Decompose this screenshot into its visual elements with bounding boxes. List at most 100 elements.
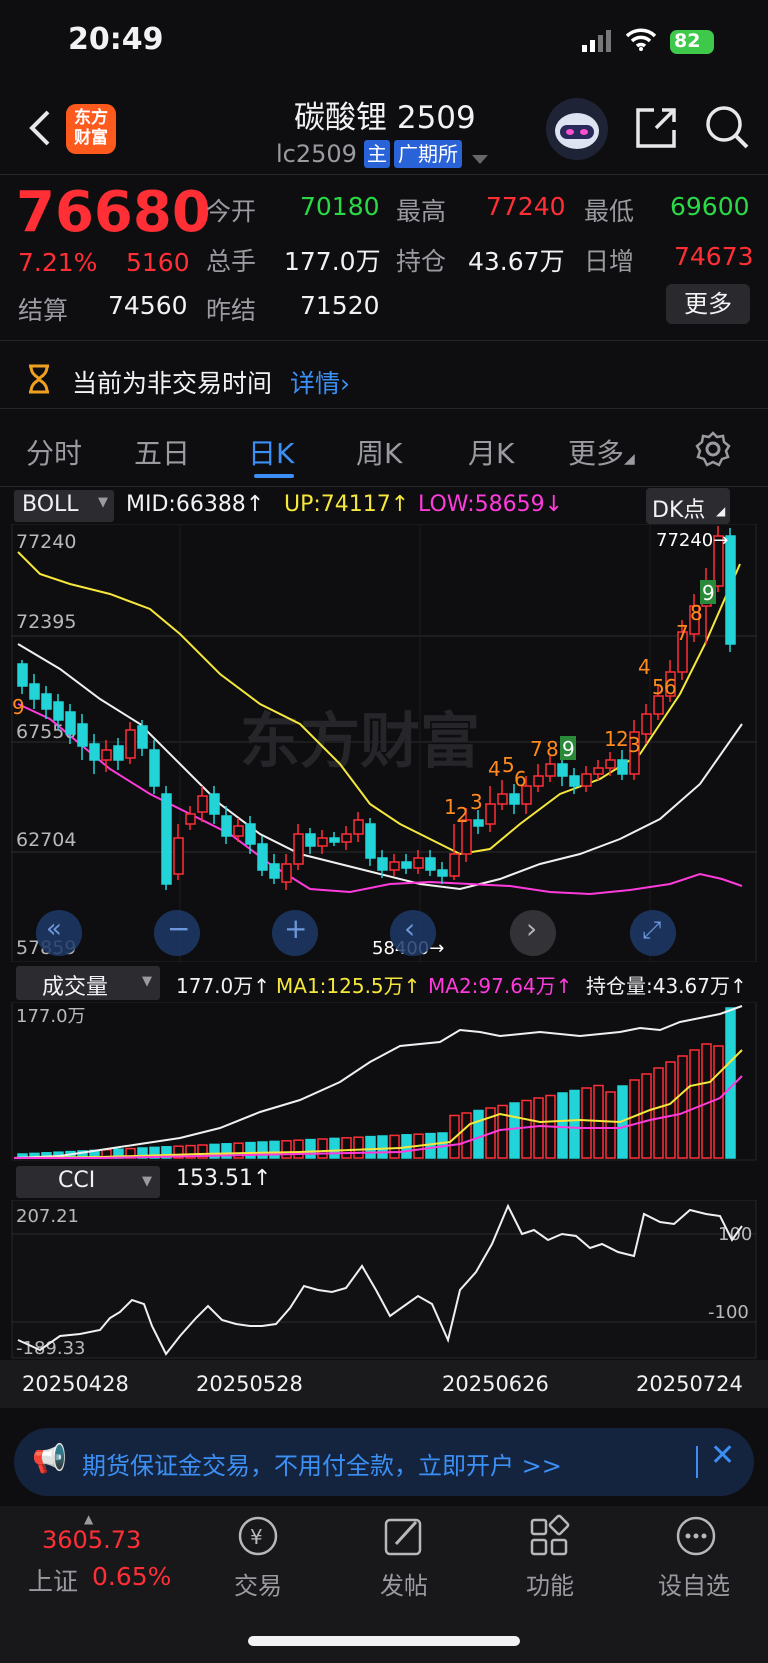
volume-bar	[533, 1097, 544, 1159]
volume-bar	[149, 1146, 160, 1159]
nav-trade-label: 交易	[234, 1572, 282, 1600]
wifi-icon	[625, 28, 657, 56]
zoom-in-button[interactable]: +	[272, 910, 318, 956]
prev-settle-label: 昨结	[206, 296, 257, 325]
tab-intraday[interactable]: 分时	[26, 437, 83, 470]
tab-more-label: 更多	[568, 437, 625, 470]
boll-low-line	[17, 703, 743, 896]
candle-body	[377, 857, 388, 871]
volume-bar	[665, 1061, 676, 1159]
vol-ma1-line	[13, 1049, 743, 1159]
selector-caret-icon: ▼	[142, 1174, 152, 1189]
dk-point-button[interactable]: DK点 ◢	[646, 488, 730, 524]
volume-value: 177.0万	[284, 247, 381, 276]
candle-body	[569, 775, 580, 787]
candle-body	[17, 663, 28, 687]
volume-bar	[689, 1049, 700, 1159]
volume-bar	[425, 1132, 436, 1159]
caret-up-icon[interactable]: ▲	[84, 1512, 94, 1526]
arrow-up-icon: ↑	[245, 492, 265, 517]
svg-text:5: 5	[652, 675, 665, 699]
double-chevron-left-icon: «	[46, 914, 62, 944]
candle-body	[161, 793, 172, 885]
battery-icon: 82	[670, 30, 714, 54]
volume-bar	[317, 1138, 328, 1159]
close-icon[interactable]: ✕	[710, 1438, 736, 1473]
x-axis: 20250428 20250528 20250626 20250724	[0, 1360, 768, 1408]
scroll-right-button[interactable]: ›	[510, 910, 556, 956]
nav-post[interactable]: 发帖	[374, 1514, 434, 1604]
tab-five-day[interactable]: 五日	[134, 437, 191, 470]
index-value[interactable]: 3605.73	[42, 1526, 142, 1554]
tab-monthly-k[interactable]: 月K	[468, 437, 515, 470]
volume-bar	[377, 1135, 388, 1159]
fullscreen-button[interactable]: ⤢	[630, 910, 676, 956]
cci-selector[interactable]: CCI ▼	[16, 1166, 160, 1198]
candle-body	[365, 823, 376, 859]
price-tick-2: 67550	[16, 721, 76, 743]
volume-chart[interactable]: 177.0万	[0, 1001, 768, 1162]
cci-chart[interactable]: 207.21 -189.33 100 -100	[0, 1199, 768, 1360]
high-marker: 77240→	[656, 530, 728, 551]
nav-watchlist[interactable]: 设自选	[656, 1514, 736, 1604]
back-icon[interactable]	[26, 108, 52, 152]
kline-chart[interactable]: 东方财富 77240 72395 67550 62704 57859 9 1 2…	[0, 523, 768, 963]
candle-body	[533, 775, 544, 787]
boll-mid: MID:66388↑	[126, 492, 264, 517]
svg-text:6: 6	[664, 675, 677, 699]
notice-link[interactable]: 详情›	[290, 364, 350, 400]
svg-text:3: 3	[628, 733, 641, 757]
cci-value-text: 153.51	[176, 1166, 253, 1191]
vol-oi-text: 持仓量:43.67万	[586, 974, 730, 998]
tab-weekly-k[interactable]: 周K	[356, 437, 403, 470]
candle-body	[77, 723, 88, 747]
zoom-out-button[interactable]: −	[154, 910, 200, 956]
notice-link-label: 详情	[290, 369, 341, 398]
more-quote-button[interactable]: 更多	[666, 284, 750, 324]
scroll-left-fast-button[interactable]: «	[36, 910, 82, 956]
index-change[interactable]: 0.65%	[92, 1562, 172, 1591]
ad-banner[interactable]: 📢 期货保证金交易，不用付全款，立即开户 >> ✕	[14, 1428, 754, 1496]
price-tick-3: 62704	[16, 829, 76, 851]
selector-caret-icon: ▼	[142, 974, 152, 989]
boll-selector-label: BOLL	[22, 492, 79, 517]
nav-watchlist-label: 设自选	[658, 1572, 730, 1600]
nav-functions[interactable]: 功能	[520, 1514, 580, 1604]
candle-body	[593, 767, 604, 775]
dropdown-icon[interactable]	[472, 150, 488, 169]
vol-ma2-text: MA2:97.64万	[428, 974, 556, 998]
volume-bar	[641, 1073, 652, 1159]
arrow-up-icon: ↑	[390, 492, 410, 517]
plus-icon: +	[284, 912, 308, 945]
settings-gear-icon[interactable]	[694, 430, 732, 472]
volume-selector-label: 成交量	[42, 975, 109, 1000]
volume-bar	[173, 1145, 184, 1159]
last-price: 76680	[16, 180, 211, 245]
open-label: 今开	[206, 197, 257, 226]
tab-more[interactable]: 更多◢	[568, 432, 635, 472]
oi-value: 43.67万	[468, 247, 565, 276]
tab-daily-k[interactable]: 日K	[248, 437, 295, 470]
volume-svg: 177.0万	[11, 1001, 757, 1161]
index-name[interactable]: 上证	[28, 1567, 79, 1596]
date-tick-0: 20250428	[22, 1372, 129, 1396]
high-value: 77240	[486, 192, 566, 221]
volume-selector[interactable]: 成交量 ▼	[16, 966, 160, 1000]
volume-bar	[185, 1144, 196, 1159]
share-icon[interactable]	[634, 106, 678, 154]
scroll-left-button[interactable]: ‹	[390, 910, 436, 956]
candle-body	[401, 861, 412, 869]
app-logo[interactable]: 东方财富	[66, 104, 116, 154]
open-value: 70180	[300, 192, 380, 221]
candle-body	[509, 793, 520, 805]
nav-trade[interactable]: ¥ 交易	[228, 1514, 288, 1604]
volume-bar	[653, 1067, 664, 1159]
search-icon[interactable]	[704, 104, 750, 154]
svg-text:9: 9	[12, 695, 25, 719]
candle-body	[449, 853, 460, 877]
boll-selector[interactable]: BOLL ▼	[14, 490, 114, 522]
volume-top-tick: 177.0万	[16, 1006, 86, 1027]
arrow-down-icon: ↓	[544, 492, 564, 517]
assistant-avatar[interactable]	[546, 98, 608, 160]
volume-bar	[473, 1109, 484, 1159]
